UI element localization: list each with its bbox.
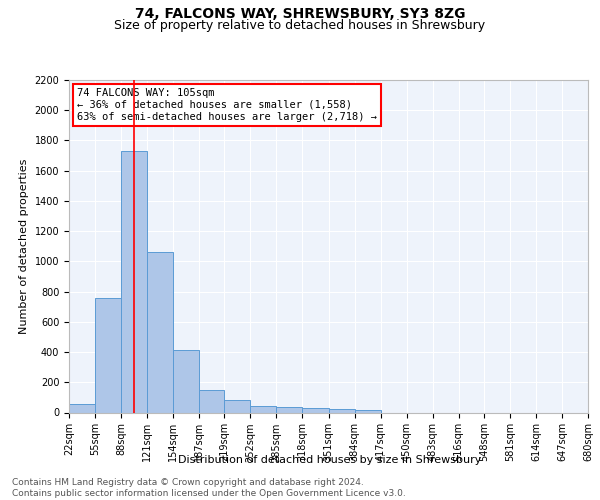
Bar	[302, 408, 329, 412]
Text: Contains HM Land Registry data © Crown copyright and database right 2024.
Contai: Contains HM Land Registry data © Crown c…	[12, 478, 406, 498]
Bar	[95, 298, 121, 412]
Y-axis label: Number of detached properties: Number of detached properties	[19, 158, 29, 334]
Bar	[147, 252, 173, 412]
Bar	[224, 400, 250, 412]
Text: 74 FALCONS WAY: 105sqm
← 36% of detached houses are smaller (1,558)
63% of semi-: 74 FALCONS WAY: 105sqm ← 36% of detached…	[77, 88, 377, 122]
Bar	[277, 407, 302, 412]
Bar	[173, 350, 199, 412]
Bar	[250, 406, 277, 412]
Bar	[329, 410, 355, 412]
Bar	[121, 151, 147, 412]
Text: Size of property relative to detached houses in Shrewsbury: Size of property relative to detached ho…	[115, 18, 485, 32]
Bar	[355, 410, 380, 412]
Bar	[199, 390, 224, 412]
Text: Distribution of detached houses by size in Shrewsbury: Distribution of detached houses by size …	[178, 455, 482, 465]
Text: 74, FALCONS WAY, SHREWSBURY, SY3 8ZG: 74, FALCONS WAY, SHREWSBURY, SY3 8ZG	[135, 8, 465, 22]
Bar	[69, 404, 95, 412]
